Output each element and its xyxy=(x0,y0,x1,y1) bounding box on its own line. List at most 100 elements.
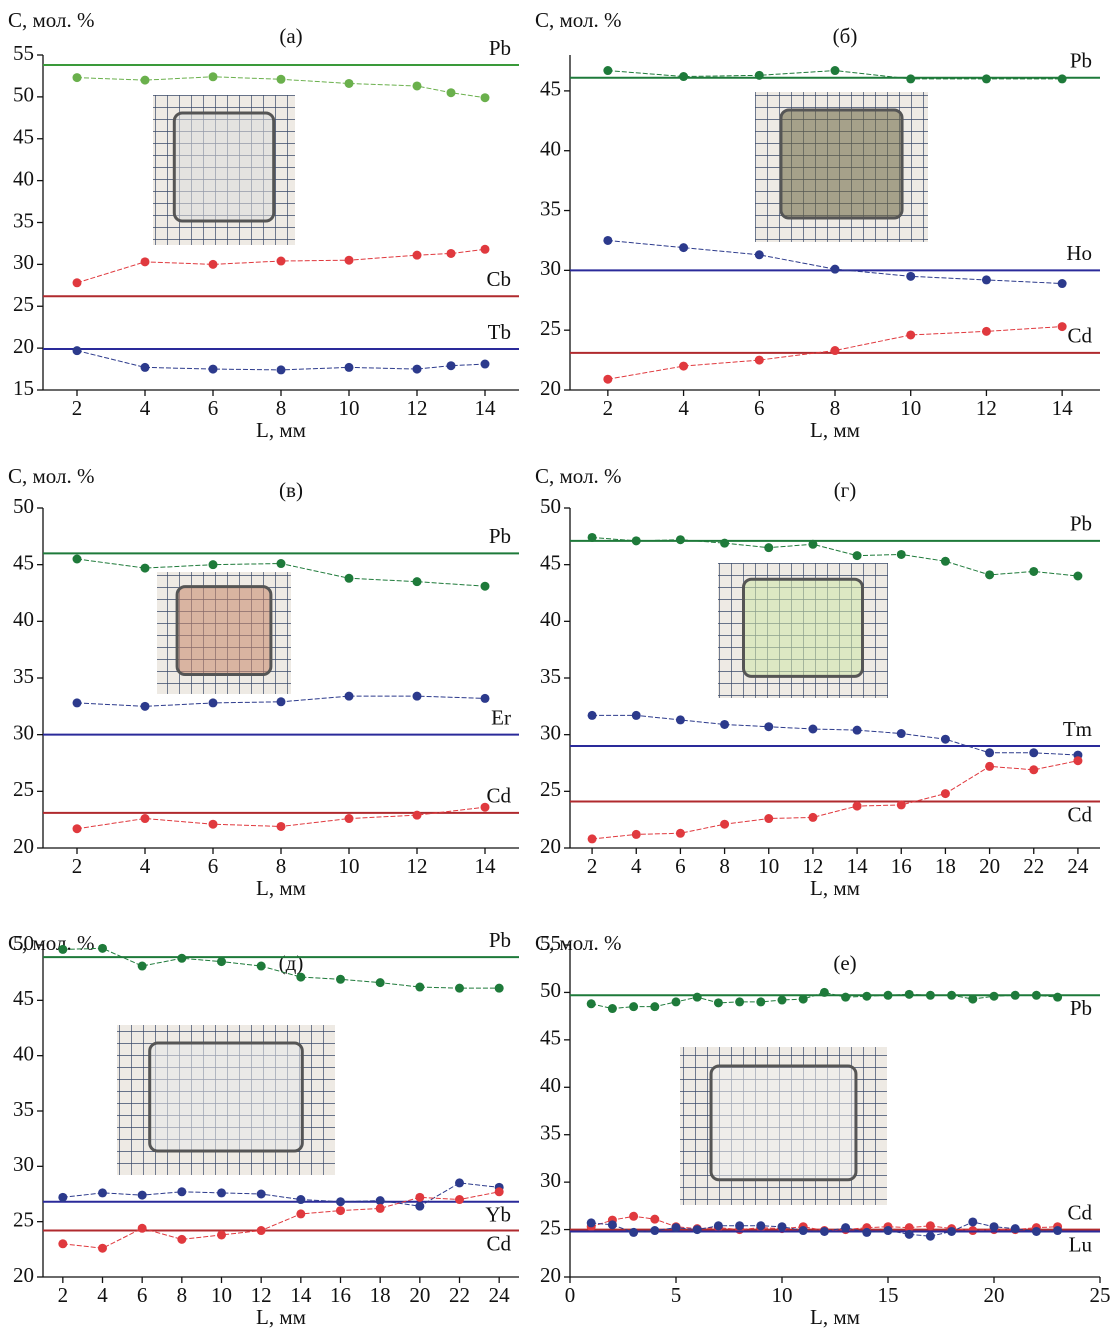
x-tick-label: 10 xyxy=(339,396,360,420)
data-point xyxy=(755,356,764,365)
data-point xyxy=(413,577,422,586)
data-point xyxy=(296,1209,305,1218)
y-tick-label: 50 xyxy=(540,494,561,518)
data-point xyxy=(277,75,286,84)
y-tick-label: 30 xyxy=(13,720,34,744)
data-point xyxy=(650,1002,659,1011)
x-tick-label: 0 xyxy=(565,1283,576,1307)
data-point xyxy=(884,1226,893,1235)
data-point xyxy=(926,991,935,1000)
y-tick-label: 50 xyxy=(540,978,561,1002)
series-label: Cd xyxy=(1067,802,1092,826)
y-tick-label: 45 xyxy=(540,1026,561,1050)
data-point xyxy=(764,722,773,731)
x-tick-label: 12 xyxy=(407,854,428,878)
data-point xyxy=(679,72,688,81)
data-point xyxy=(714,1221,723,1230)
data-point xyxy=(481,245,490,254)
y-tick-label: 20 xyxy=(540,834,561,858)
data-point xyxy=(588,533,597,542)
data-point xyxy=(968,995,977,1004)
series-label: Cb xyxy=(486,267,511,291)
data-point xyxy=(345,79,354,88)
x-tick-label: 2 xyxy=(72,854,83,878)
data-point xyxy=(926,1221,935,1230)
y-tick-label: 30 xyxy=(540,1168,561,1192)
panel-label: (б) xyxy=(833,24,858,48)
data-point xyxy=(345,814,354,823)
data-point xyxy=(413,251,422,260)
data-point xyxy=(209,820,218,829)
panel-label: (в) xyxy=(279,478,303,502)
data-point xyxy=(415,1193,424,1202)
series-label: Cd xyxy=(1067,1200,1092,1224)
y-tick-label: 25 xyxy=(540,316,561,340)
data-point xyxy=(336,1197,345,1206)
data-point xyxy=(650,1226,659,1235)
data-point xyxy=(415,983,424,992)
x-tick-label: 8 xyxy=(276,396,287,420)
series-label: Pb xyxy=(489,928,511,952)
data-point xyxy=(756,997,765,1006)
data-point xyxy=(1058,322,1067,331)
data-point xyxy=(277,559,286,568)
data-point xyxy=(941,789,950,798)
x-tick-label: 2 xyxy=(72,396,83,420)
data-point xyxy=(982,275,991,284)
data-point xyxy=(209,72,218,81)
x-tick-label: 18 xyxy=(935,854,956,878)
inset-sample xyxy=(744,579,863,676)
data-point xyxy=(831,265,840,274)
data-point xyxy=(177,1235,186,1244)
data-point xyxy=(376,1204,385,1213)
data-point xyxy=(941,735,950,744)
data-point xyxy=(138,1191,147,1200)
x-tick-label: 20 xyxy=(979,854,1000,878)
y-tick-label: 15 xyxy=(13,376,34,400)
data-point xyxy=(141,814,150,823)
data-point xyxy=(982,74,991,83)
y-axis-label: C, мол. % xyxy=(8,8,95,32)
data-point xyxy=(831,346,840,355)
data-point xyxy=(799,995,808,1004)
data-point xyxy=(73,73,82,82)
series-label: Cd xyxy=(486,1231,511,1255)
data-point xyxy=(588,834,597,843)
data-point xyxy=(141,702,150,711)
data-point xyxy=(831,66,840,75)
data-point xyxy=(495,1187,504,1196)
y-axis-label: C, мол. % xyxy=(535,931,622,955)
x-tick-label: 10 xyxy=(211,1283,232,1307)
data-point xyxy=(455,1178,464,1187)
data-point xyxy=(58,1239,67,1248)
y-tick-label: 35 xyxy=(13,664,34,688)
x-tick-label: 12 xyxy=(407,396,428,420)
data-point xyxy=(926,1232,935,1241)
x-tick-label: 14 xyxy=(1052,396,1074,420)
x-tick-label: 10 xyxy=(339,854,360,878)
panel-label: (г) xyxy=(834,478,857,502)
figure: 1520253035404550552468101214C, мол. %L, … xyxy=(0,0,1111,1340)
x-tick-label: 10 xyxy=(900,396,921,420)
x-tick-label: 20 xyxy=(984,1283,1005,1307)
x-tick-label: 6 xyxy=(754,396,765,420)
series-label: Yb xyxy=(485,1203,511,1227)
data-point xyxy=(447,88,456,97)
data-point xyxy=(345,574,354,583)
x-axis-label: L, мм xyxy=(810,418,860,442)
x-tick-label: 12 xyxy=(976,396,997,420)
data-point xyxy=(764,543,773,552)
x-tick-label: 14 xyxy=(475,854,497,878)
data-point xyxy=(679,243,688,252)
data-point xyxy=(676,829,685,838)
x-tick-label: 6 xyxy=(675,854,686,878)
data-point xyxy=(296,973,305,982)
data-point xyxy=(98,944,107,953)
y-tick-label: 25 xyxy=(13,292,34,316)
y-axis-label: C, мол. % xyxy=(535,464,622,488)
series-line xyxy=(63,1192,499,1248)
series-label: Tm xyxy=(1063,717,1092,741)
data-point xyxy=(853,802,862,811)
data-point xyxy=(73,555,82,564)
data-point xyxy=(1011,991,1020,1000)
